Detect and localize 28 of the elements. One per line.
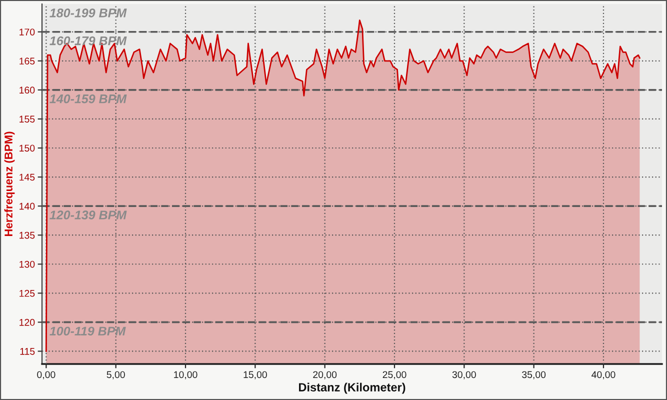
x-tick-label: 15,00: [244, 371, 267, 380]
x-tick-label: 25,00: [382, 371, 406, 380]
y-axis-title: Herzfrequenz (BPM): [4, 132, 15, 236]
y-tick-label: 145: [20, 174, 35, 181]
y-tick-label: 165: [20, 58, 35, 65]
x-tick-label: 20,00: [313, 371, 337, 380]
y-tick-label: 155: [20, 116, 35, 123]
x-tick-label: 40,00: [592, 371, 616, 380]
y-tick-label: 150: [20, 144, 35, 152]
x-tick-label: 10,00: [174, 371, 198, 380]
x-tick-label: 5,00: [106, 371, 125, 380]
band-label: 140-159 BPM: [50, 94, 127, 104]
x-axis-title: Distanz (Kilometer): [299, 382, 406, 394]
y-tick-label: 120: [20, 318, 35, 326]
band-label: 180-199 BPM: [50, 8, 127, 18]
y-tick-label: 140: [20, 202, 35, 210]
y-tick-label: 115: [20, 348, 35, 355]
x-tick-label: 35,00: [522, 371, 546, 380]
x-tick-label: 30,00: [452, 371, 476, 380]
y-tick-label: 130: [20, 260, 35, 268]
y-tick-label: 160: [20, 86, 35, 94]
x-tick-label: 0,00: [37, 371, 56, 380]
y-tick-label: 125: [20, 290, 35, 297]
band-label: 160-179 BPM: [50, 36, 127, 46]
y-tick-label: 170: [20, 28, 35, 36]
band-label: 120-139 BPM: [50, 210, 127, 220]
band-label: 100-119 BPM: [50, 326, 126, 336]
y-tick-label: 135: [20, 232, 35, 239]
